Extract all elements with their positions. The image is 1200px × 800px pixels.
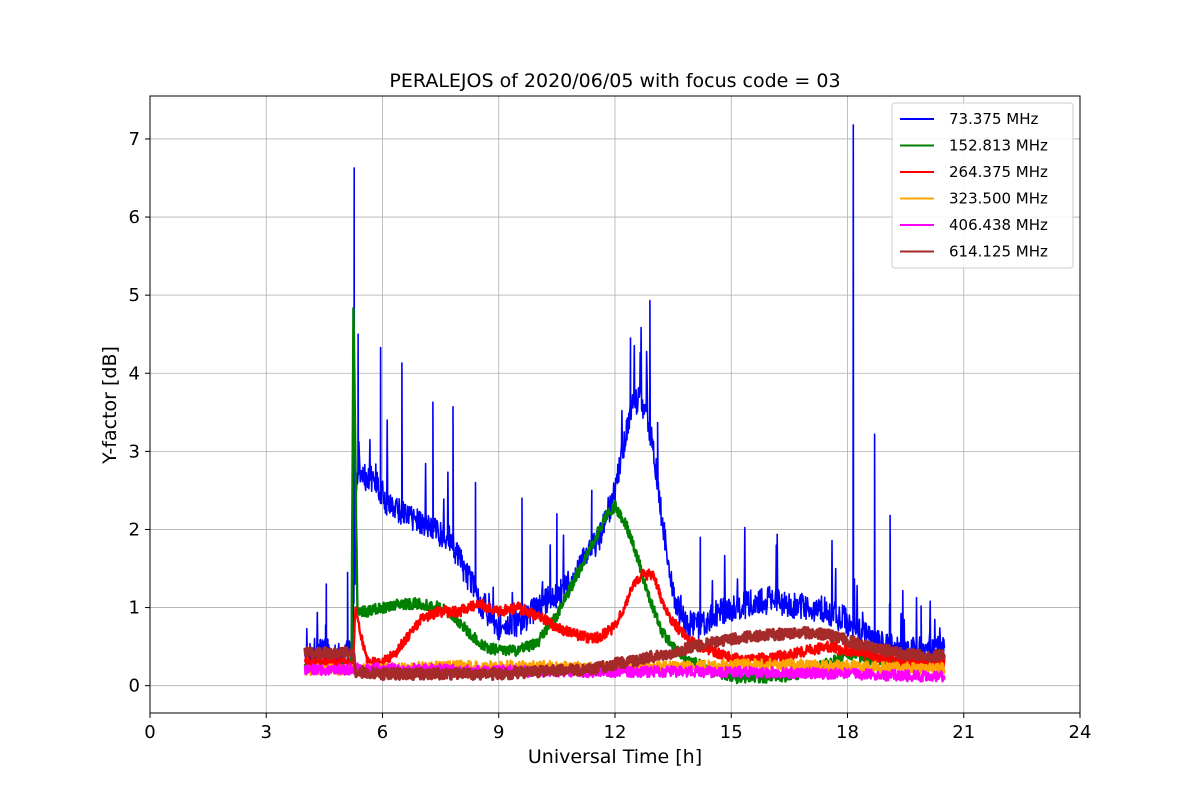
x-tick-5: 15 — [720, 713, 743, 743]
x-tick-8: 24 — [1069, 713, 1092, 743]
y-tick-6: 6 — [129, 207, 150, 228]
y-axis: 0 1 2 3 4 5 6 7 — [129, 129, 150, 697]
legend-box — [891, 102, 1074, 269]
legend-label: 73.375 MHz — [949, 110, 1038, 128]
x-tick-label: 12 — [604, 722, 627, 743]
series-line-1 — [303, 307, 946, 685]
x-tick-1: 3 — [261, 713, 272, 743]
x-tick-label: 24 — [1069, 722, 1092, 743]
y-tick-7: 7 — [129, 129, 150, 150]
x-tick-4: 12 — [604, 713, 627, 743]
x-tick-label: 15 — [720, 722, 743, 743]
x-tick-6: 18 — [836, 713, 859, 743]
y-tick-label: 1 — [129, 598, 140, 619]
legend-label: 614.125 MHz — [949, 243, 1048, 261]
series-layer — [303, 124, 946, 685]
x-tick-label: 0 — [144, 722, 155, 743]
y-axis-label: Y-factor [dB] — [99, 346, 121, 465]
y-tick-label: 3 — [129, 441, 140, 462]
x-tick-label: 9 — [493, 722, 504, 743]
legend-entry-5: 614.125 MHz — [900, 243, 1048, 261]
series-line-5 — [303, 626, 946, 681]
y-tick-1: 1 — [129, 598, 150, 619]
legend-entry-1: 152.813 MHz — [900, 137, 1048, 155]
x-tick-3: 9 — [493, 713, 504, 743]
y-tick-4: 4 — [129, 363, 150, 384]
y-tick-label: 6 — [129, 207, 140, 228]
chart-title: PERALEJOS of 2020/06/05 with focus code … — [389, 70, 840, 92]
y-tick-2: 2 — [129, 519, 150, 540]
y-tick-label: 4 — [129, 363, 140, 384]
legend-label: 406.438 MHz — [949, 216, 1048, 234]
x-tick-label: 18 — [836, 722, 859, 743]
legend-entry-0: 73.375 MHz — [900, 110, 1038, 128]
y-tick-3: 3 — [129, 441, 150, 462]
legend-label: 264.375 MHz — [949, 163, 1048, 181]
legend-entry-2: 264.375 MHz — [900, 163, 1048, 181]
x-axis-label: Universal Time [h] — [528, 746, 702, 768]
legend-label: 323.500 MHz — [949, 190, 1048, 208]
x-axis: 0 3 6 9 12 15 18 21 24 — [144, 713, 1091, 743]
y-tick-0: 0 — [129, 676, 150, 697]
series-line-2 — [303, 568, 946, 669]
legend-entry-3: 323.500 MHz — [900, 190, 1048, 208]
y-tick-label: 5 — [129, 285, 140, 306]
x-tick-label: 6 — [377, 722, 388, 743]
y-tick-label: 7 — [129, 129, 140, 150]
legend: 73.375 MHz 152.813 MHz 264.375 MHz 323.500 … — [891, 102, 1074, 269]
y-tick-label: 0 — [129, 676, 140, 697]
x-tick-7: 21 — [952, 713, 975, 743]
y-tick-5: 5 — [129, 285, 150, 306]
legend-entry-4: 406.438 MHz — [900, 216, 1048, 234]
x-tick-label: 3 — [261, 722, 272, 743]
y-tick-label: 2 — [129, 519, 140, 540]
series-line-0 — [304, 124, 946, 671]
x-tick-label: 21 — [952, 722, 975, 743]
legend-label: 152.813 MHz — [949, 137, 1048, 155]
x-tick-2: 6 — [377, 713, 388, 743]
x-tick-0: 0 — [144, 713, 156, 743]
